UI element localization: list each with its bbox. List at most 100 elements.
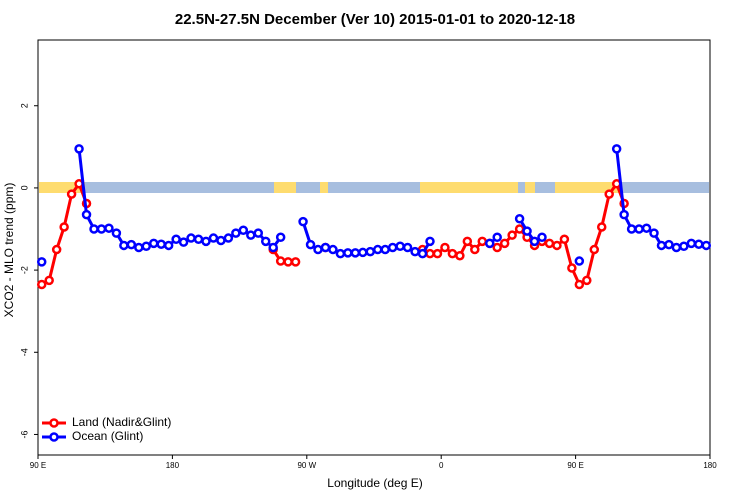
y-tick-label: -2 [19, 266, 29, 274]
data-point [701, 240, 712, 251]
data-point [223, 233, 234, 243]
data-point [664, 239, 674, 250]
chart-title: 22.5N-27.5N December (Ver 10) 2015-01-01… [175, 11, 575, 28]
data-point [679, 241, 689, 252]
data-point [208, 233, 219, 243]
data-point [634, 224, 644, 234]
data-point [425, 248, 435, 259]
data-point [484, 238, 495, 249]
data-point [178, 237, 189, 247]
data-point [492, 242, 502, 253]
data-point [544, 238, 555, 249]
data-point [499, 238, 510, 249]
data-point [432, 248, 443, 259]
data-point [74, 144, 84, 154]
data-point [156, 239, 166, 249]
data-point [126, 239, 137, 250]
data-point [260, 236, 271, 247]
data-point [611, 144, 622, 154]
data-point [350, 248, 361, 258]
data-point [641, 223, 652, 233]
data-point [119, 240, 129, 251]
y-axis-label: XCO2 - MLO trend (ppm) [2, 183, 16, 318]
data-point [395, 241, 405, 252]
x-axis-label: Longitude (deg E) [327, 476, 422, 490]
y-tick-label: 0 [19, 185, 29, 190]
data-point [186, 233, 196, 243]
data-point [298, 216, 308, 227]
data-point [477, 236, 488, 247]
x-tick-label: 90 E [567, 461, 583, 470]
data-point [246, 230, 256, 240]
data-point [649, 228, 659, 238]
data-point [686, 238, 697, 249]
data-point [365, 246, 376, 257]
data-point [619, 209, 629, 220]
data-point [163, 240, 174, 251]
data-point [604, 189, 614, 199]
data-point [238, 225, 249, 235]
data-point [447, 248, 458, 259]
data-point [283, 257, 293, 267]
surface-mask [39, 182, 709, 193]
data-point [268, 242, 278, 253]
data-point [537, 232, 547, 242]
data-point [335, 248, 346, 259]
data-point [253, 228, 264, 238]
data-point [559, 234, 570, 245]
data-point [231, 228, 241, 238]
data-point [492, 232, 502, 242]
data-point [552, 240, 562, 251]
data-point [582, 275, 592, 286]
data-point [372, 244, 383, 255]
data-point [358, 247, 368, 258]
data-point [275, 232, 286, 242]
data-point [141, 241, 152, 252]
data-point [81, 209, 92, 220]
data-point [171, 234, 181, 245]
data-point [96, 224, 107, 234]
data-point [656, 240, 667, 251]
data-point [313, 244, 323, 255]
data-point [440, 242, 450, 253]
data-point [380, 244, 390, 255]
data-point [596, 222, 607, 232]
data-point [522, 226, 532, 236]
data-point [410, 246, 420, 257]
data-point [111, 228, 122, 238]
legend-marker [49, 432, 59, 442]
data-point [589, 244, 600, 255]
data-point [193, 234, 204, 245]
data-point [104, 223, 114, 233]
data-point [507, 230, 517, 240]
data-point [343, 248, 353, 258]
data-point [574, 279, 585, 290]
y-tick-label: 2 [19, 103, 29, 108]
data-point [320, 242, 331, 253]
data-point [387, 242, 398, 253]
x-tick-label: 0 [439, 461, 444, 470]
data-point [148, 238, 159, 249]
y-tick-label: -4 [19, 348, 29, 356]
data-point [671, 242, 682, 253]
data-point [462, 236, 473, 247]
data-point [134, 242, 144, 253]
x-tick-label: 180 [703, 461, 717, 470]
legend-label: Land (Nadir&Glint) [72, 415, 171, 429]
data-point [36, 279, 47, 290]
data-point [89, 224, 99, 234]
y-tick-label: -6 [19, 430, 29, 438]
data-point [455, 250, 465, 261]
x-tick-label: 90 W [297, 461, 316, 470]
data-point [59, 222, 69, 232]
data-point [275, 256, 286, 266]
data-point [216, 235, 226, 246]
data-point [574, 256, 585, 266]
data-point [694, 239, 704, 249]
data-point [290, 257, 301, 267]
data-point [51, 244, 62, 255]
data-point [402, 242, 413, 253]
data-point [417, 248, 428, 259]
data-point [305, 239, 316, 250]
